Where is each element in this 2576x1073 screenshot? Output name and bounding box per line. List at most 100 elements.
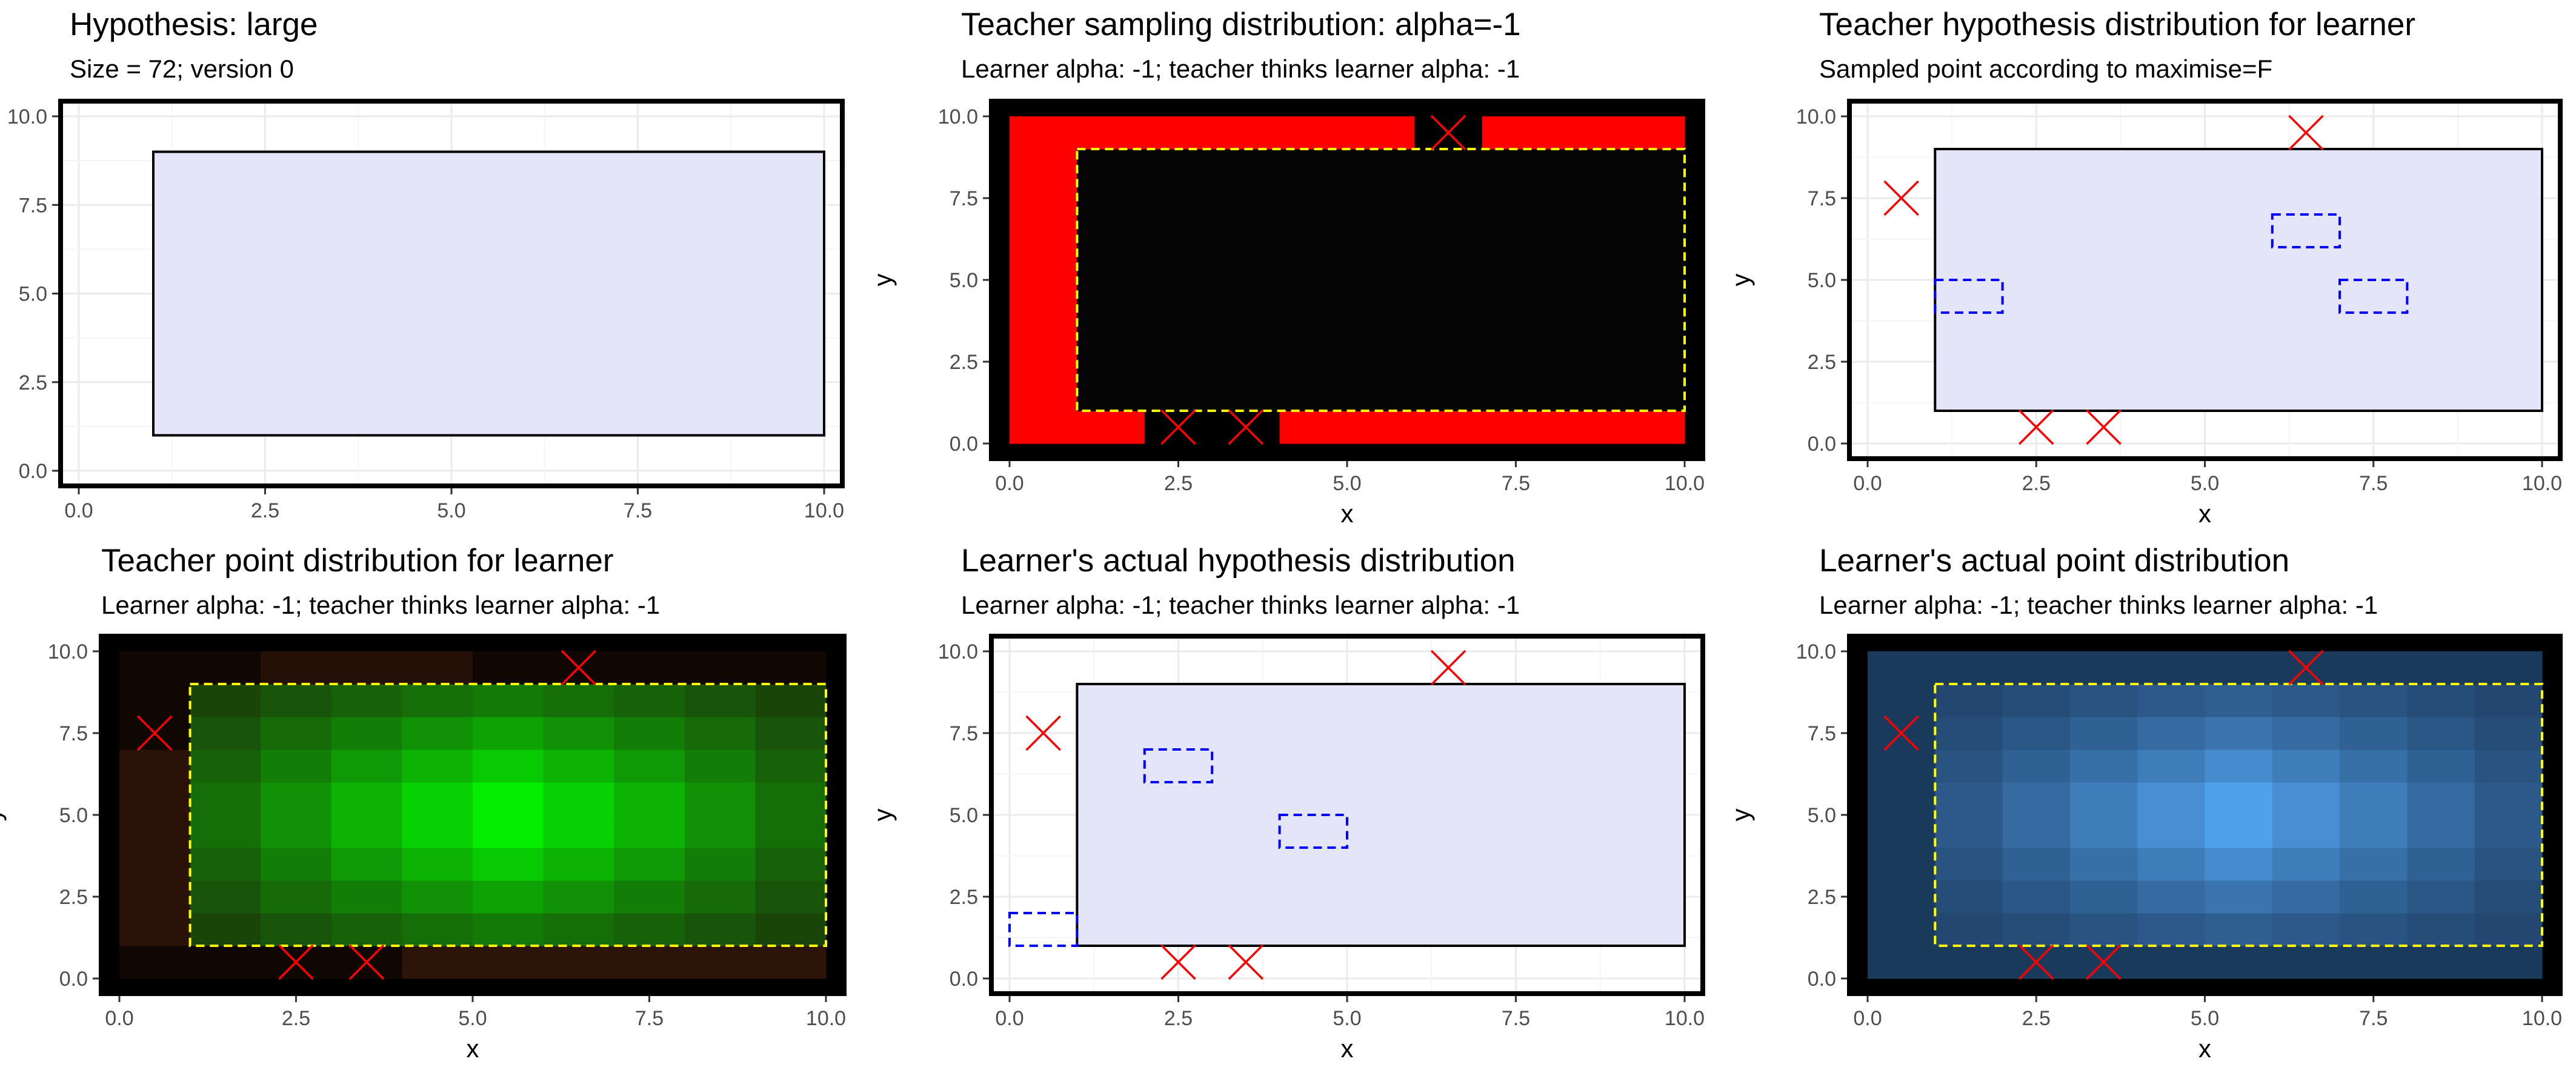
heatmap-cell: [1617, 116, 1685, 150]
heatmap-cell: [1935, 749, 2003, 783]
heatmap-cell: [261, 749, 332, 783]
heatmap-cell: [1077, 214, 1145, 248]
heatmap-cell: [1617, 378, 1685, 411]
x-axis-label: x: [2198, 499, 2211, 528]
heatmap-cell: [1617, 182, 1685, 215]
heatmap-cell: [2069, 848, 2138, 881]
heatmap-cell: [1010, 247, 1077, 281]
heatmap-cell: [1010, 345, 1077, 379]
y-tick-label: 7.5: [950, 722, 978, 745]
heatmap-cell: [331, 815, 402, 848]
point-stroke: [2086, 944, 2122, 980]
heatmap-cell: [1347, 149, 1415, 182]
x-tick-label: 0.0: [995, 1007, 1023, 1030]
heatmap-cell: [2002, 815, 2071, 848]
heatmap-cell: [1549, 214, 1618, 248]
panel-subtitle: Size = 72; version 0: [70, 55, 294, 83]
heatmap-cell: [1414, 149, 1483, 182]
heatmap-cell: [473, 651, 544, 685]
heatmap-cell: [119, 815, 191, 848]
x-tick-label: 7.5: [2359, 472, 2388, 495]
heatmap-cell: [2002, 848, 2071, 881]
panel-title: Hypothesis: large: [70, 7, 318, 42]
y-tick-label: 2.5: [59, 886, 88, 909]
heatmap-cell: [755, 815, 827, 848]
heatmap-cell: [473, 684, 544, 717]
y-tick-label: 0.0: [950, 433, 978, 456]
sample-point: [2019, 409, 2054, 445]
x-tick-label: 10.0: [2522, 1007, 2562, 1030]
heatmap-cell: [2137, 717, 2206, 750]
heatmap-cell: [1279, 345, 1348, 379]
heatmap-cell: [1212, 378, 1280, 411]
x-tick-label: 10.0: [806, 1007, 846, 1030]
panel-3: Teacher hypothesis distribution for lear…: [1726, 7, 2563, 528]
x-tick-label: 5.0: [437, 499, 465, 522]
heatmap-cell: [2407, 913, 2475, 946]
y-tick-label: 5.0: [19, 283, 47, 306]
heatmap-cell: [331, 913, 402, 946]
heatmap-cell: [1414, 378, 1483, 411]
heatmap-cell: [190, 782, 261, 816]
y-tick-label: 5.0: [1808, 804, 1836, 827]
heatmap-cell: [402, 848, 473, 881]
candidate-rect: [2338, 279, 2409, 314]
heatmap-cell: [1868, 749, 1935, 783]
heatmap-cell: [1868, 651, 1935, 685]
heatmap-cell: [2407, 848, 2475, 881]
point-stroke: [1430, 115, 1466, 151]
x-tick-label: 2.5: [282, 1007, 310, 1030]
heatmap-cell: [331, 782, 402, 816]
sample-point: [1228, 409, 1264, 445]
heatmap-cell: [2137, 684, 2206, 717]
panel-border: [1847, 99, 2563, 461]
sample-point: [2086, 409, 2122, 445]
point-stroke: [2288, 649, 2324, 686]
heatmap-cell: [755, 782, 827, 816]
point-stroke: [1228, 944, 1264, 980]
sample-point: [1160, 944, 1196, 980]
heatmap-cell: [1935, 684, 2003, 717]
y-tick-label: 7.5: [19, 194, 47, 217]
sample-point: [278, 944, 314, 980]
point-stroke: [2086, 409, 2122, 445]
heatmap-cell: [2205, 749, 2273, 783]
heatmap-cell: [402, 717, 473, 750]
heatmap-cell: [402, 749, 473, 783]
x-tick-label: 10.0: [2522, 472, 2562, 495]
heatmap-cell: [755, 717, 827, 750]
candidate-rect: [1278, 814, 1349, 849]
heatmap-cell: [1617, 313, 1685, 346]
heatmap-cell: [190, 946, 261, 979]
heatmap-cell: [1482, 247, 1550, 281]
hypothesis-rect: [152, 150, 825, 437]
y-tick-label: 10.0: [938, 640, 978, 663]
x-tick-label: 10.0: [804, 499, 844, 522]
heatmap-cell: [1347, 116, 1415, 150]
heatmap-cell: [1868, 880, 1935, 914]
point-stroke: [1430, 649, 1466, 686]
heatmap-cell: [2002, 717, 2071, 750]
heatmap-cell: [614, 782, 685, 816]
heatmap-cell: [119, 946, 191, 979]
heatmap-cell: [2407, 749, 2475, 783]
heatmap-cell: [190, 913, 261, 946]
heatmap-cell: [1549, 116, 1618, 150]
heatmap-cell: [2069, 651, 2138, 685]
heatmap-cell: [1077, 116, 1145, 150]
heatmap-cell: [190, 848, 261, 881]
heatmap-cell: [2407, 684, 2475, 717]
heatmap-cell: [684, 815, 756, 848]
heatmap-cell: [1279, 313, 1348, 346]
heatmap-cell: [2002, 651, 2071, 685]
heatmap-cell: [1347, 214, 1415, 248]
y-tick-label: 0.0: [1808, 433, 1836, 456]
heatmap-cell: [1212, 214, 1280, 248]
y-tick-label: 5.0: [950, 804, 978, 827]
heatmap-cell: [2137, 815, 2206, 848]
x-tick-label: 7.5: [635, 1007, 664, 1030]
y-axis-label: y: [0, 809, 7, 822]
heatmap-cell: [119, 880, 191, 914]
y-axis-label: y: [1726, 274, 1755, 287]
heatmap-cell: [190, 815, 261, 848]
